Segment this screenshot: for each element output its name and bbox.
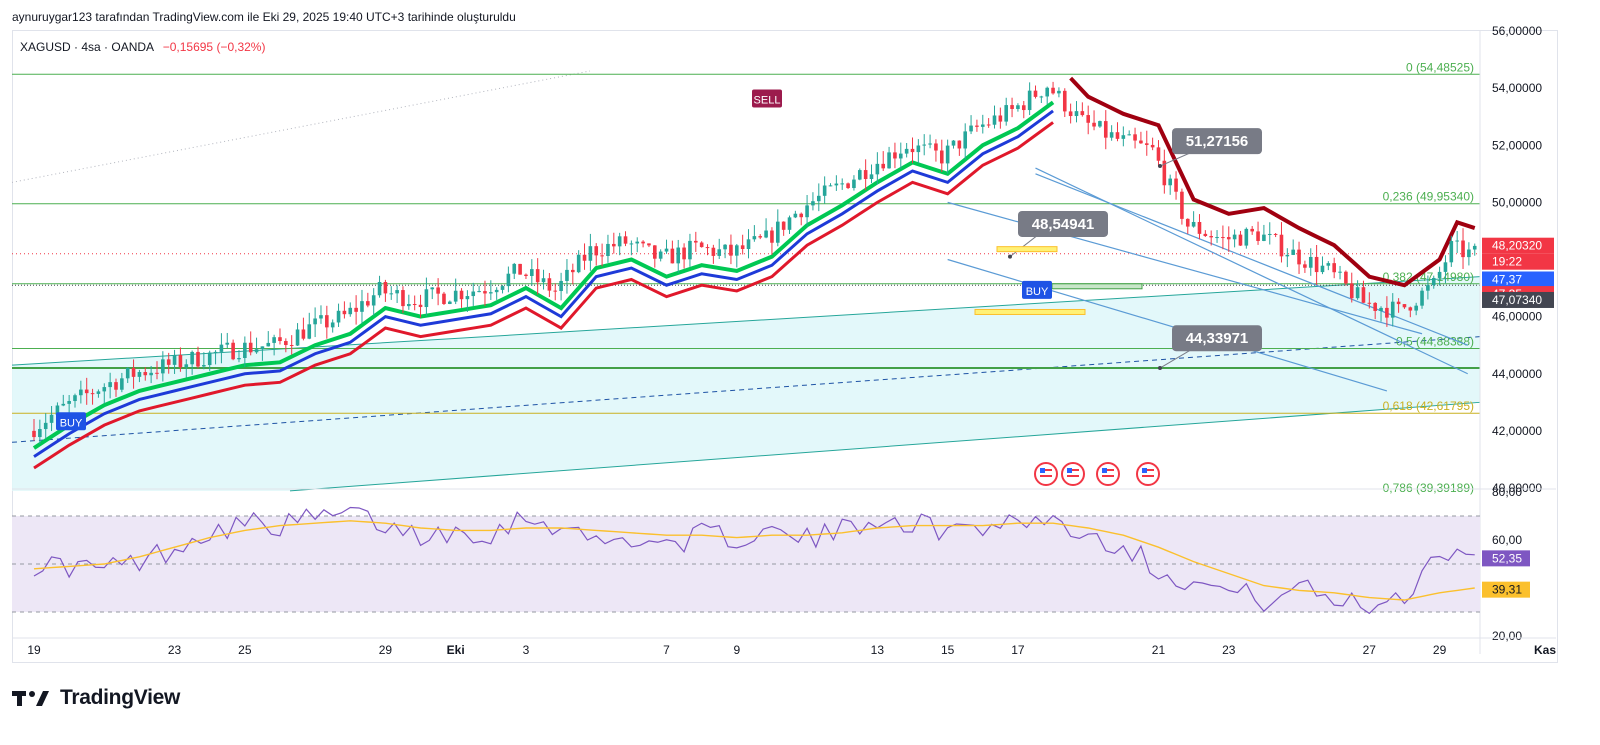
tradingview-logo[interactable]: TradingView [12, 686, 180, 710]
brand-name: TradingView [60, 686, 181, 709]
tradingview-logo-icon [12, 691, 49, 706]
symbol-change: −0,15695 (−0,32%) [162, 40, 266, 54]
symbol-title: XAGUSD · 4sa · OANDA [20, 40, 154, 54]
symbol-info[interactable]: XAGUSD · 4sa · OANDA −0,15695 (−0,32%) [20, 40, 265, 54]
chart-frame [12, 30, 1558, 663]
chart-caption: aynuruygar123 tarafından TradingView.com… [12, 10, 516, 24]
